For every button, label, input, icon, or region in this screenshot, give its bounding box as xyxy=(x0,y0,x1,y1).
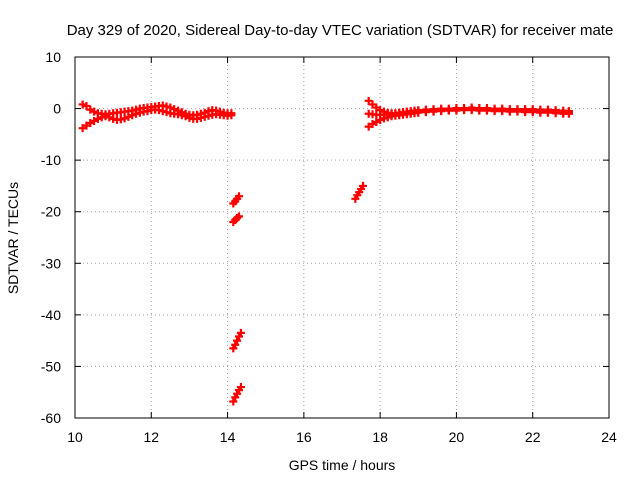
x-tick-label: 10 xyxy=(67,429,83,445)
data-point xyxy=(467,106,476,115)
y-tick-label: 10 xyxy=(45,49,61,65)
series-gap-cluster-1 xyxy=(229,192,244,208)
data-point xyxy=(376,115,385,124)
data-point xyxy=(227,111,236,120)
data-point xyxy=(429,107,438,116)
data-point xyxy=(521,108,530,117)
y-axis-label: SDTVAR / TECUs xyxy=(5,182,21,294)
plot-frame xyxy=(74,56,610,419)
data-point xyxy=(536,108,545,117)
data-point xyxy=(236,328,245,337)
data-point xyxy=(543,108,552,117)
x-tick-label: 12 xyxy=(143,429,159,445)
series-morning-lower xyxy=(78,105,236,133)
data-point xyxy=(235,192,244,201)
data-point xyxy=(231,340,240,349)
x-tick-label: 24 xyxy=(601,429,617,445)
y-tick-label: -50 xyxy=(41,358,61,374)
data-point xyxy=(105,113,114,122)
data-point xyxy=(93,114,102,123)
y-tick-label: -30 xyxy=(41,255,61,271)
series-afternoon-lower xyxy=(364,106,573,131)
data-point xyxy=(528,108,537,117)
y-tick-label: -60 xyxy=(41,410,61,426)
data-point xyxy=(498,107,507,116)
axis-ticks xyxy=(74,56,610,419)
data-point xyxy=(490,107,499,116)
series-gap-cluster-5 xyxy=(351,181,367,203)
x-tick-label: 20 xyxy=(449,429,465,445)
data-point xyxy=(482,106,491,115)
data-point xyxy=(235,212,244,221)
data-point xyxy=(452,106,461,115)
y-tick-label: -10 xyxy=(41,152,61,168)
data-point xyxy=(229,397,238,406)
series-gap-cluster-2 xyxy=(229,212,244,227)
x-tick-label: 18 xyxy=(372,429,388,445)
data-point xyxy=(460,106,469,115)
x-tick-label: 22 xyxy=(525,429,541,445)
data-point xyxy=(564,109,573,118)
data-point xyxy=(505,107,514,116)
x-tick-labels: 10 12 14 16 18 20 22 24 xyxy=(67,429,617,445)
y-tick-labels: 10 0 -10 -20 -30 -40 -50 -60 xyxy=(41,49,61,426)
y-tick-label: -20 xyxy=(41,204,61,220)
series-gap-cluster-3 xyxy=(229,328,245,353)
data-point xyxy=(78,100,87,109)
data-point xyxy=(475,106,484,115)
data-point xyxy=(236,383,245,392)
y-tick-label: 0 xyxy=(53,101,61,117)
x-tick-label: 16 xyxy=(296,429,312,445)
data-point xyxy=(233,336,242,345)
data-point xyxy=(124,112,133,121)
y-tick-label: -40 xyxy=(41,307,61,323)
data-point xyxy=(551,109,560,118)
data-point xyxy=(90,107,99,116)
data-point xyxy=(181,112,190,121)
data-point xyxy=(358,181,367,190)
data-point xyxy=(414,108,423,117)
series-gap-cluster-4 xyxy=(229,383,245,406)
data-point xyxy=(128,111,137,120)
data-point xyxy=(421,108,430,117)
x-axis-label: GPS time / hours xyxy=(289,457,396,473)
x-tick-label: 14 xyxy=(220,429,236,445)
data-point xyxy=(120,114,129,123)
chart-title: Day 329 of 2020, Sidereal Day-to-day VTE… xyxy=(67,22,614,39)
data-point xyxy=(437,107,446,116)
data-point xyxy=(513,107,522,116)
data-points xyxy=(78,96,573,406)
data-point xyxy=(444,106,453,115)
